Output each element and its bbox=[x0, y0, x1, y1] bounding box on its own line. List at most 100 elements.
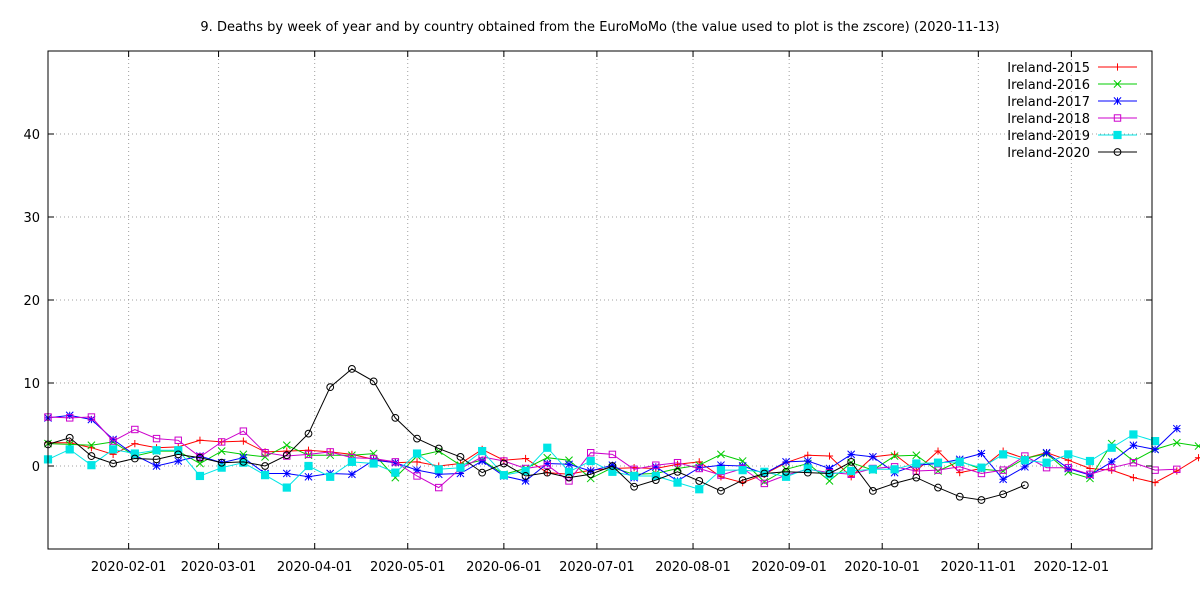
data-point bbox=[261, 452, 270, 461]
data-point bbox=[174, 446, 183, 455]
series-ireland-2020 bbox=[44, 364, 1029, 504]
data-point bbox=[825, 464, 834, 473]
data-point bbox=[586, 474, 595, 483]
data-point bbox=[347, 470, 356, 479]
data-point bbox=[586, 449, 595, 457]
data-point bbox=[174, 457, 183, 465]
data-point bbox=[760, 469, 769, 478]
data-point bbox=[500, 457, 508, 465]
chart-title: 9. Deaths by week of year and by country… bbox=[200, 20, 999, 35]
data-point bbox=[955, 457, 964, 466]
data-point bbox=[652, 461, 660, 469]
data-point bbox=[283, 447, 291, 455]
data-point bbox=[130, 454, 139, 463]
data-point bbox=[196, 459, 204, 468]
data-point bbox=[65, 411, 74, 420]
data-point bbox=[1042, 448, 1051, 457]
data-point bbox=[174, 450, 183, 459]
x-tick-label: 2020-05-01 bbox=[370, 560, 446, 575]
data-point bbox=[239, 457, 248, 466]
data-point bbox=[456, 469, 465, 478]
data-point bbox=[760, 479, 769, 488]
legend-label: Ireland-2015 bbox=[1007, 61, 1090, 76]
data-point bbox=[934, 447, 942, 455]
data-point bbox=[760, 477, 769, 486]
data-point bbox=[695, 463, 704, 472]
data-point bbox=[912, 473, 921, 482]
y-tick-label: 20 bbox=[23, 294, 40, 309]
data-point bbox=[1173, 467, 1181, 475]
legend: Ireland-2015 Ireland-2016 Ireland-2017 Irel… bbox=[1007, 61, 1137, 161]
x-tick-label: 2020-10-01 bbox=[844, 560, 920, 575]
data-point bbox=[478, 446, 487, 456]
data-point bbox=[521, 454, 530, 463]
data-point bbox=[239, 453, 248, 462]
series-line bbox=[47, 368, 1026, 501]
data-point bbox=[630, 471, 639, 481]
data-point bbox=[825, 469, 834, 478]
data-point bbox=[890, 479, 899, 488]
data-point bbox=[1151, 437, 1160, 446]
series-line bbox=[47, 441, 1200, 483]
data-point bbox=[890, 465, 899, 474]
data-point bbox=[521, 466, 530, 476]
data-point bbox=[66, 439, 74, 447]
data-point bbox=[1064, 463, 1072, 472]
data-point bbox=[499, 471, 508, 480]
data-point bbox=[760, 467, 769, 476]
data-point bbox=[673, 478, 682, 487]
y-tick-label: 40 bbox=[23, 128, 40, 143]
series-ireland-2018 bbox=[44, 413, 1181, 492]
grid bbox=[48, 51, 1152, 549]
data-point bbox=[499, 459, 508, 468]
data-point bbox=[717, 487, 725, 495]
data-point bbox=[174, 436, 182, 444]
data-point bbox=[282, 483, 291, 492]
data-point bbox=[521, 476, 530, 485]
data-point bbox=[999, 450, 1008, 459]
data-point bbox=[152, 462, 161, 470]
data-point bbox=[217, 447, 226, 456]
data-point bbox=[326, 472, 335, 481]
data-point bbox=[695, 485, 704, 494]
x-tick-label: 2020-03-01 bbox=[181, 560, 257, 575]
data-point bbox=[391, 458, 400, 466]
data-point bbox=[782, 457, 791, 466]
data-point bbox=[434, 465, 443, 474]
legend-label: Ireland-2020 bbox=[1007, 146, 1090, 161]
data-point bbox=[304, 461, 313, 471]
data-point bbox=[391, 468, 400, 477]
data-point bbox=[413, 466, 421, 475]
legend-item: Ireland-2019 bbox=[1007, 129, 1137, 144]
data-point bbox=[196, 436, 204, 444]
data-point bbox=[282, 451, 291, 460]
legend-marker bbox=[1113, 148, 1122, 156]
y-tick-label: 10 bbox=[23, 377, 40, 392]
data-point bbox=[891, 450, 899, 458]
data-point bbox=[456, 452, 465, 461]
legend-marker bbox=[1113, 63, 1122, 71]
data-point bbox=[608, 461, 617, 470]
x-tick-label: 2020-06-01 bbox=[466, 560, 542, 575]
data-point bbox=[1020, 456, 1029, 465]
data-point bbox=[1107, 463, 1116, 472]
data-point bbox=[413, 472, 421, 480]
data-point bbox=[586, 456, 595, 466]
data-point bbox=[109, 435, 118, 444]
data-point bbox=[912, 459, 921, 468]
data-point bbox=[412, 449, 422, 458]
data-point bbox=[1151, 445, 1160, 454]
x-tick-label: 2020-12-01 bbox=[1034, 560, 1110, 575]
data-point bbox=[847, 457, 856, 466]
data-point bbox=[868, 487, 877, 495]
data-point bbox=[1020, 462, 1029, 471]
data-point bbox=[1107, 457, 1116, 466]
data-point bbox=[1194, 454, 1200, 462]
data-point bbox=[1107, 443, 1116, 452]
data-point bbox=[434, 470, 443, 479]
series-line bbox=[47, 433, 1156, 490]
data-point bbox=[716, 450, 725, 459]
data-point bbox=[304, 446, 313, 454]
data-point bbox=[109, 437, 117, 445]
